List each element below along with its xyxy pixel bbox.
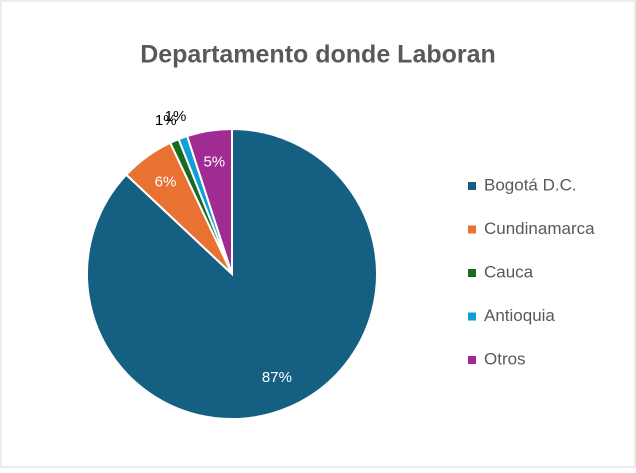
legend-swatch — [468, 269, 476, 277]
legend-label: Cundinamarca — [484, 219, 595, 238]
legend-swatch — [468, 356, 476, 364]
data-label: 5% — [203, 153, 225, 170]
legend-label: Bogotá D.C. — [484, 175, 577, 194]
data-label: 1% — [155, 112, 177, 129]
legend-label: Otros — [484, 349, 526, 368]
legend-swatch — [468, 182, 476, 190]
pie-slice — [185, 127, 233, 275]
chart-title: Departamento donde Laboran — [140, 41, 496, 69]
legend-label: Antioquia — [484, 306, 555, 325]
data-label: 87% — [262, 369, 292, 386]
pie-slice — [86, 127, 378, 420]
data-label: 1% — [165, 108, 187, 125]
legend-swatch — [468, 225, 476, 234]
data-label: 6% — [155, 173, 177, 190]
legend-label: Cauca — [484, 262, 534, 281]
legend-swatch — [468, 312, 476, 321]
